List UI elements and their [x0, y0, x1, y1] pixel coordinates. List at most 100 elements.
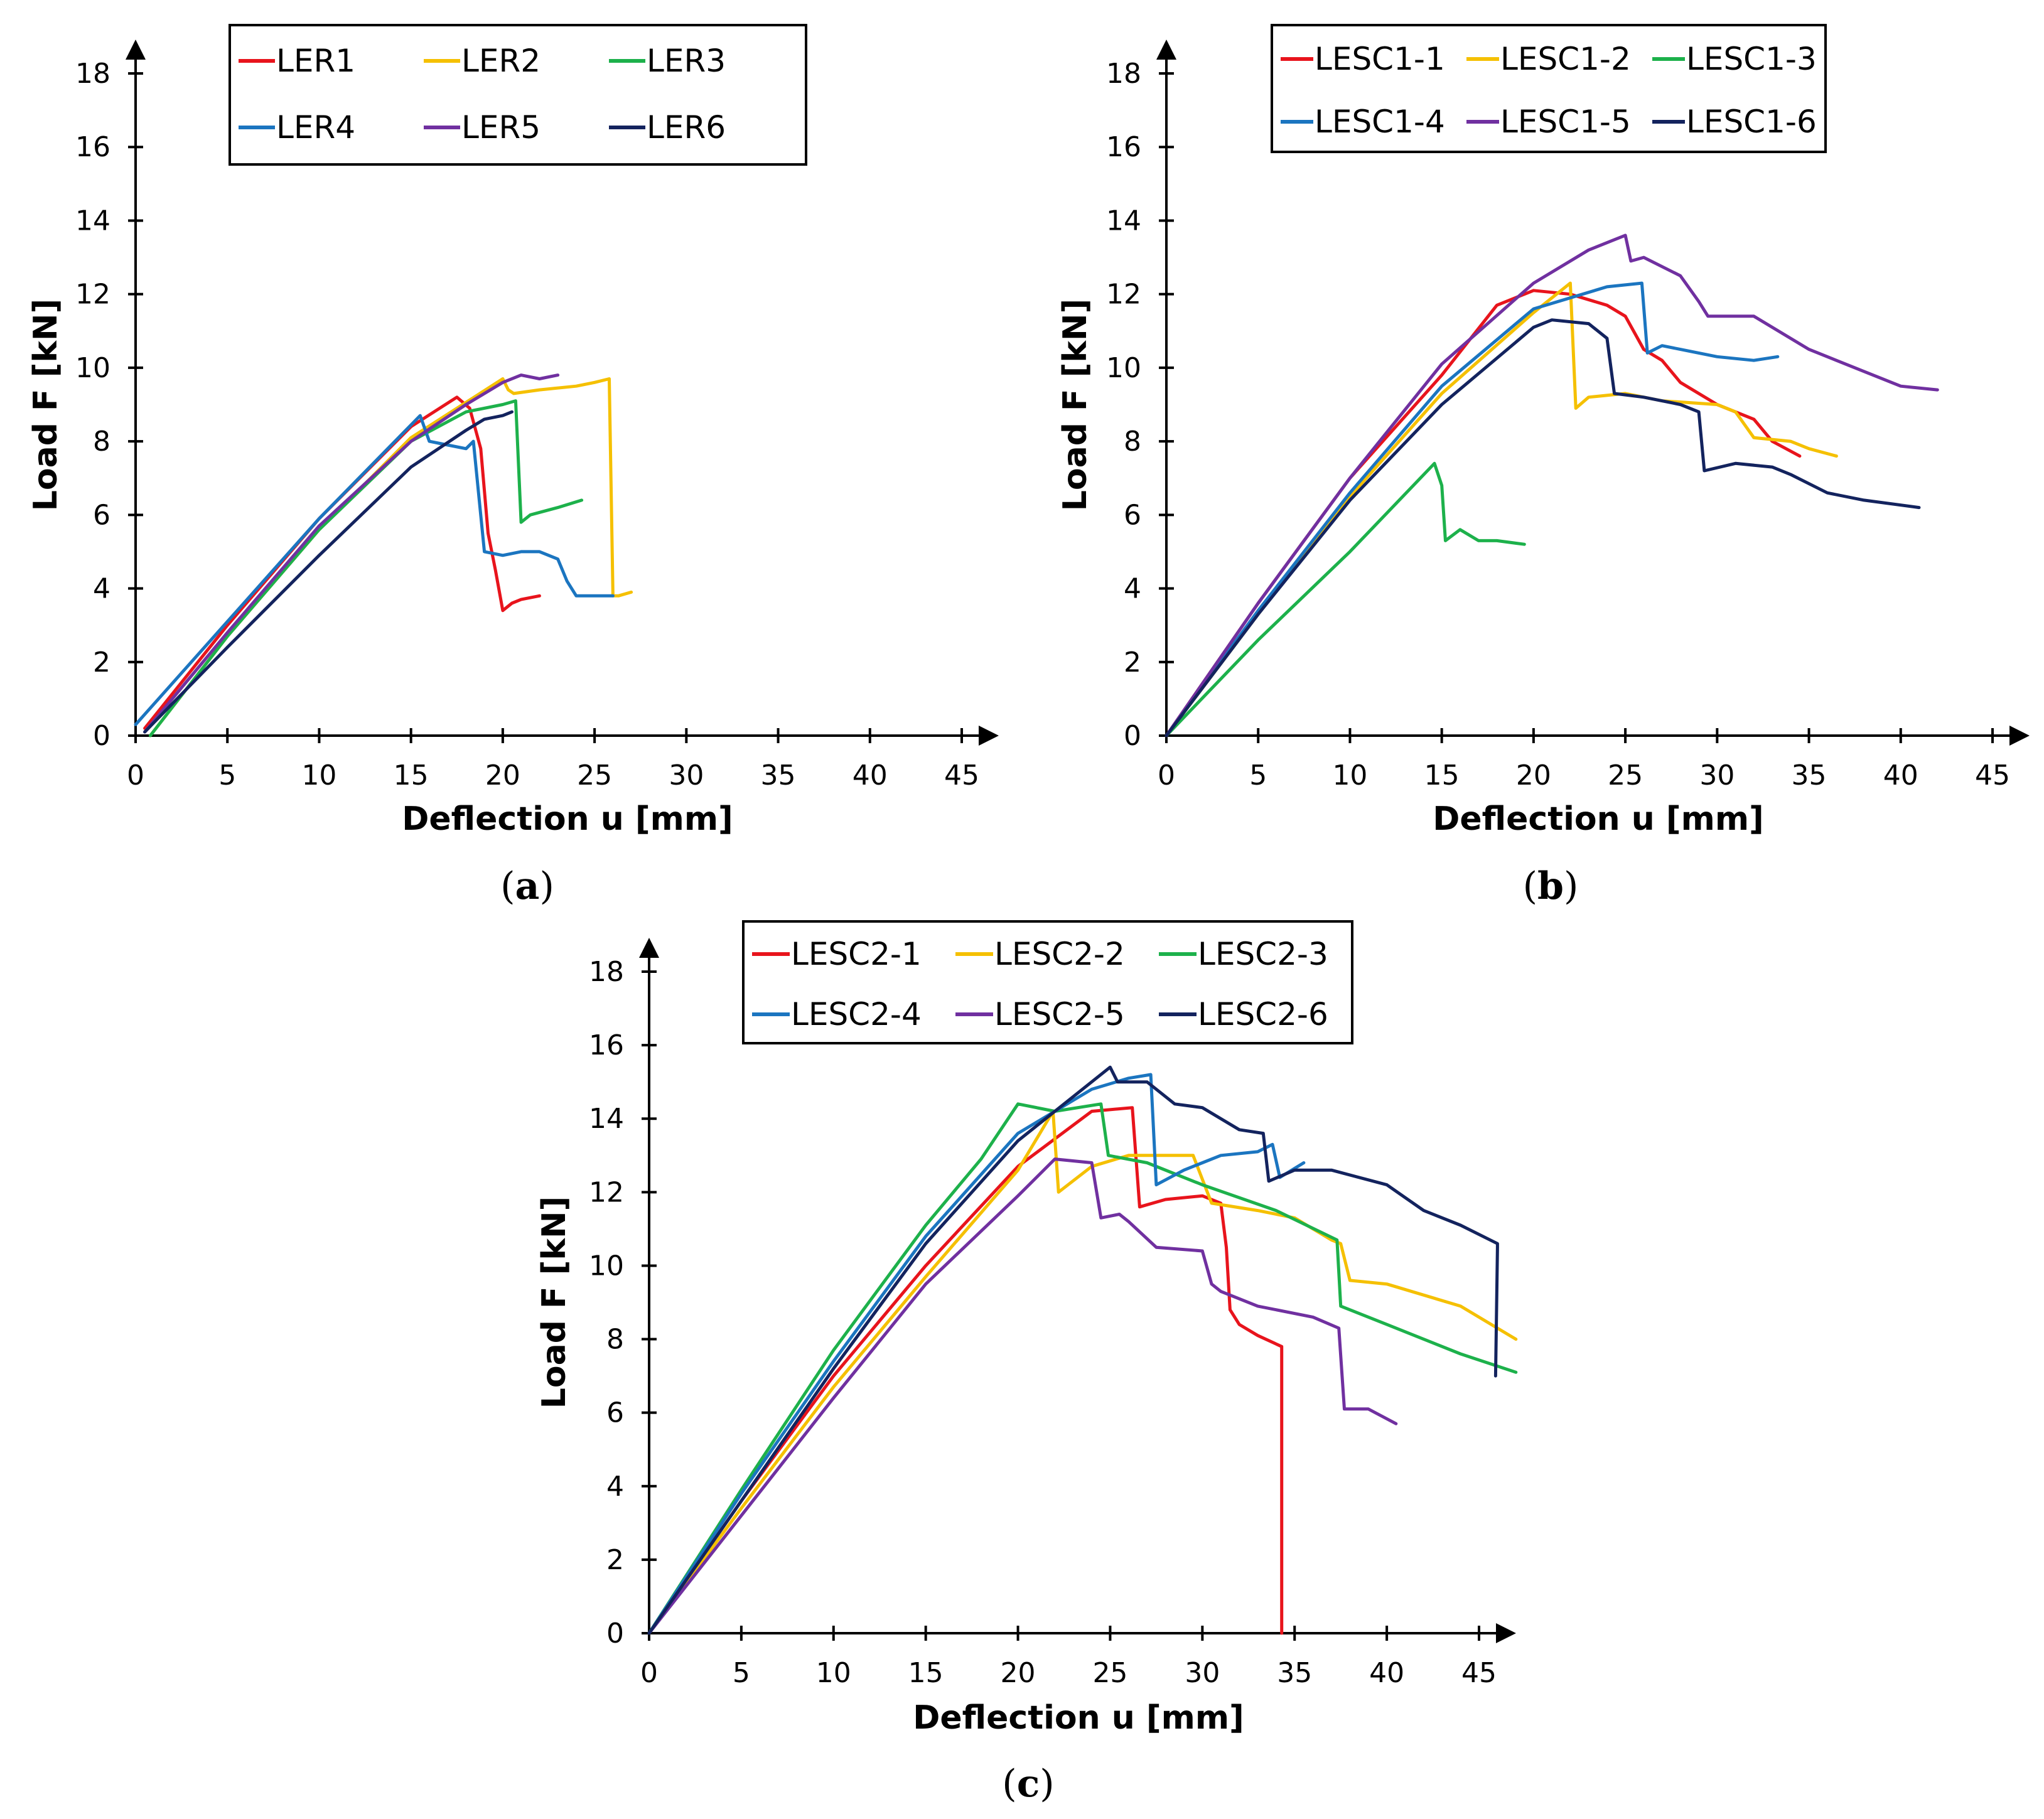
y-tick-label-b: 10	[1106, 352, 1141, 384]
series-line-lesc2-6	[647, 1065, 1499, 1635]
panel-label-c: (c)	[1002, 1762, 1054, 1806]
legend-label-lesc2-1: LESC2-1	[791, 936, 922, 972]
series-c	[647, 1065, 1518, 1635]
legend-label-lesc1-6: LESC1-6	[1686, 104, 1817, 140]
legend-label-ler5: LER5	[461, 109, 541, 146]
panel-label-a: (a)	[500, 864, 554, 908]
y-tick-label-b: 0	[1124, 720, 1141, 752]
y-tick-label-c: 10	[589, 1250, 624, 1282]
x-tick-label-c: 20	[1001, 1657, 1036, 1689]
x-tick-label-c: 10	[816, 1657, 851, 1689]
legend-label-ler4: LER4	[276, 109, 355, 146]
x-tick-label-c: 35	[1277, 1657, 1312, 1689]
panel-label-c-letter: c	[1017, 1762, 1040, 1806]
x-tick-label-c: 30	[1185, 1657, 1220, 1689]
series-line-lesc2-4	[647, 1073, 1306, 1635]
x-tick-label-b: 5	[1249, 759, 1267, 791]
y-tick-label-b: 18	[1106, 58, 1141, 90]
y-axis-title-c: Load F [kN]	[535, 1196, 573, 1409]
legend-a: LER1 LER2 LER3 LER4 LER5 LER6	[229, 24, 807, 166]
x-tick-label-b: 10	[1332, 759, 1367, 791]
legend-label-ler3: LER3	[647, 43, 726, 79]
legend-label-lesc1-2: LESC1-2	[1500, 41, 1631, 77]
y-tick-label-a: 14	[75, 205, 110, 237]
series-line-lesc1-5	[1165, 233, 1939, 738]
y-tick-label-b: 12	[1106, 279, 1141, 311]
legend-label-lesc1-5: LESC1-5	[1500, 104, 1631, 140]
legend-label-lesc1-1: LESC1-1	[1315, 41, 1445, 77]
x-tick-label-c: 5	[733, 1657, 750, 1689]
y-tick-label-b: 2	[1124, 647, 1141, 679]
x-tick-label-a: 35	[761, 759, 796, 791]
y-tick-label-b: 6	[1124, 499, 1141, 531]
x-tick-label-c: 25	[1092, 1657, 1127, 1689]
x-axis-title-a: Deflection u [mm]	[402, 800, 733, 838]
panel-label-b-letter: b	[1537, 864, 1564, 908]
y-tick-label-a: 4	[93, 573, 110, 605]
series-line-ler3	[148, 399, 584, 738]
x-axis-title-b: Deflection u [mm]	[1433, 800, 1764, 838]
y-tick-label-c: 14	[589, 1103, 624, 1135]
series-line-lesc2-1	[647, 1106, 1284, 1635]
legend-label-ler2: LER2	[461, 43, 541, 79]
x-tick-label-b: 0	[1158, 759, 1175, 791]
chart-panel-a: 0 5 10 15 20 25 30 35 40 45 0 2 4 6 8 10 12 14 16 18 Deflec…	[27, 24, 999, 908]
x-tick-label-a: 0	[127, 759, 144, 791]
panel-label-b: (b)	[1523, 864, 1579, 908]
x-tick-label-c: 45	[1461, 1657, 1497, 1689]
legend-label-lesc2-2: LESC2-2	[994, 936, 1125, 972]
y-tick-label-c: 4	[606, 1471, 624, 1503]
y-tick-label-c: 12	[589, 1176, 624, 1208]
legend-label-lesc2-6: LESC2-6	[1198, 996, 1328, 1033]
x-tick-label-b: 20	[1516, 759, 1551, 791]
x-tick-label-a: 10	[301, 759, 336, 791]
y-tick-label-a: 0	[93, 720, 110, 752]
y-tick-label-b: 8	[1124, 426, 1141, 458]
x-tick-label-b: 40	[1883, 759, 1918, 791]
series-line-lesc2-3	[647, 1102, 1518, 1635]
x-tick-label-a: 45	[944, 759, 979, 791]
x-axis-title-c: Deflection u [mm]	[913, 1699, 1244, 1737]
x-tick-label-c: 40	[1369, 1657, 1404, 1689]
series-line-ler4	[134, 414, 615, 726]
series-a	[134, 373, 633, 738]
chart-panel-c: 0 5 10 15 20 25 30 35 40 45 0 2 4 6 8 10 12 14 16 18 Deflec…	[535, 920, 1518, 1806]
y-tick-label-c: 6	[606, 1397, 624, 1429]
y-tick-label-b: 16	[1106, 131, 1141, 163]
legend-box-b	[1271, 24, 1827, 153]
y-axis-title-a: Load F [kN]	[27, 299, 65, 512]
legend-b: LESC1-1 LESC1-2 LESC1-3 LESC1-4 LESC1-5 LESC1…	[1271, 24, 1827, 153]
y-axis-title-b: Load F [kN]	[1057, 299, 1094, 512]
x-tick-label-b: 45	[1975, 759, 2010, 791]
y-tick-label-c: 2	[606, 1544, 624, 1576]
x-tick-label-c: 15	[908, 1657, 944, 1689]
series-line-lesc1-6	[1165, 318, 1921, 738]
series-line-lesc1-4	[1165, 281, 1780, 738]
legend-label-lesc2-3: LESC2-3	[1198, 936, 1328, 972]
x-tick-label-a: 25	[577, 759, 612, 791]
series-line-lesc1-2	[1165, 281, 1838, 738]
y-tick-label-c: 18	[589, 956, 624, 988]
axes-c: 0 5 10 15 20 25 30 35 40 45 0 2 4 6 8 10 12 14 16 18	[589, 938, 1516, 1689]
series-line-ler2	[148, 377, 633, 738]
x-tick-label-b: 15	[1424, 759, 1460, 791]
x-tick-label-b: 35	[1792, 759, 1827, 791]
series-b	[1165, 233, 1939, 738]
y-tick-label-a: 16	[75, 131, 110, 163]
y-tick-label-a: 12	[75, 279, 110, 311]
legend-label-lesc1-4: LESC1-4	[1315, 104, 1445, 140]
series-line-ler6	[143, 410, 514, 734]
panel-label-a-letter: a	[515, 864, 540, 908]
x-tick-label-b: 30	[1699, 759, 1735, 791]
y-tick-label-a: 8	[93, 426, 110, 458]
x-tick-label-c: 0	[640, 1657, 658, 1689]
series-line-lesc2-5	[647, 1157, 1398, 1635]
axes-b: 0 5 10 15 20 25 30 35 40 45 0 2 4 6 8 10 12 14 16 18	[1106, 40, 2030, 791]
axes-a: 0 5 10 15 20 25 30 35 40 45 0 2 4 6 8 10 12 14 16 18	[75, 40, 999, 791]
y-tick-label-c: 16	[589, 1029, 624, 1061]
y-tick-label-a: 10	[75, 352, 110, 384]
x-tick-label-a: 15	[394, 759, 429, 791]
series-line-lesc2-2	[647, 1110, 1518, 1635]
x-tick-label-a: 40	[853, 759, 888, 791]
legend-label-lesc1-3: LESC1-3	[1686, 41, 1817, 77]
